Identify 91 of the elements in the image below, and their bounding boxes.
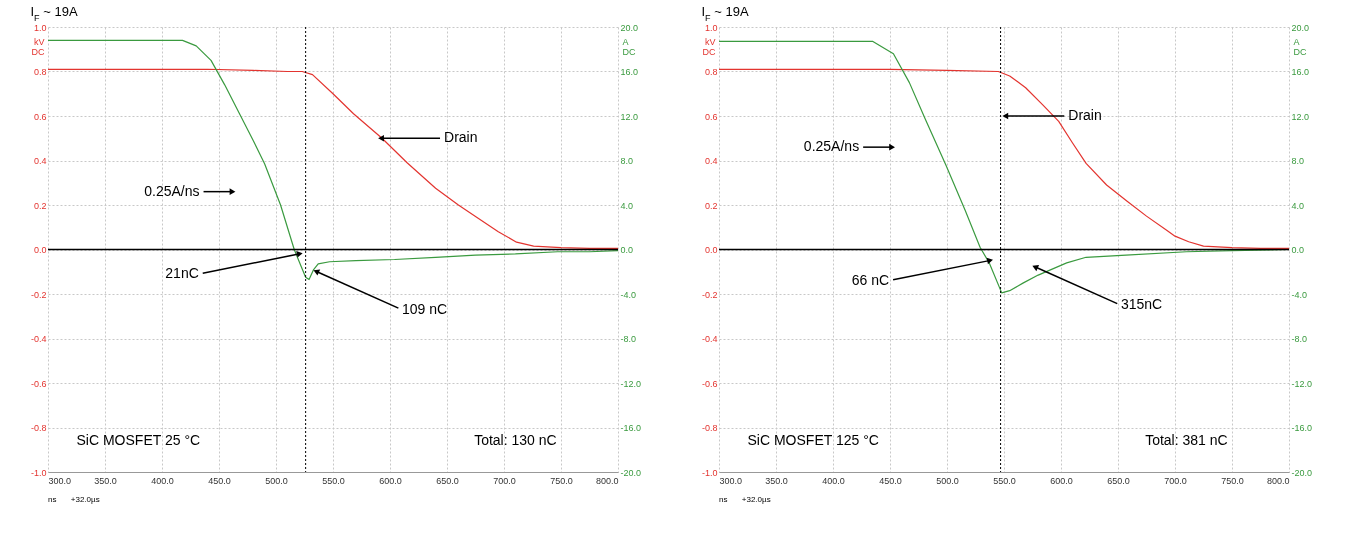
y-tick-label: -1.0 [30,467,47,478]
y-tick-label: 0.8 [704,67,718,77]
y-tick-label: 1.0 [33,22,47,33]
y2-tick-label: -20.0 [1291,467,1313,478]
line-series [47,68,619,249]
chart-title: I$_{F}$ ~ 19A [701,4,749,23]
x-tick-label: 750.0 [1221,475,1244,486]
x-tick-label: 450.0 [879,475,902,486]
x-tick-label: 450.0 [208,475,231,486]
annotation: 0.25A/ns [144,182,200,199]
x-tick-label: 350.0 [765,475,788,486]
x-tick-label: 500.0 [936,475,959,486]
annotation: 109 nC [402,300,448,317]
x-tick-label: 700.0 [1164,475,1187,486]
y-tick-label: 0.0 [33,245,47,255]
x-axis-title: ns [719,495,728,504]
y2-tick-label: 0.0 [620,245,634,255]
y2-axis-title: A DC [1293,36,1307,57]
text: +32.0µs [741,495,771,504]
y-tick-label: 0.6 [704,111,718,122]
x-tick-label: 550.0 [322,475,345,486]
line-series [47,39,619,281]
y2-tick-label: -16.0 [1291,423,1313,433]
x-tick-label: 300.0 [719,475,743,486]
y2-axis-title: A DC [622,36,636,57]
y2-tick-label: 20.0 [620,22,639,33]
y2-tick-label: 8.0 [620,156,634,166]
x-tick-label: 550.0 [993,475,1016,486]
x-tick-label: 400.0 [822,475,845,486]
x-tick-label: 800.0 [595,475,619,486]
y2-tick-label: 8.0 [1291,156,1305,166]
y-tick-label: 0.4 [33,156,47,166]
annotation: Drain [444,129,478,146]
annotation: 315nC [1120,296,1163,313]
x-tick-label: 800.0 [1266,475,1290,486]
y2-tick-label: -16.0 [620,423,642,433]
y2-tick-label: -4.0 [1291,289,1308,300]
y-tick-label: -0.2 [30,289,47,300]
y2-tick-label: 20.0 [1291,22,1310,33]
y2-tick-label: 4.0 [620,200,634,211]
y-tick-label: -0.8 [30,423,47,433]
x-tick-label: 600.0 [379,475,402,486]
x-tick-label: 700.0 [493,475,516,486]
y2-tick-label: 0.0 [1291,245,1305,255]
y-tick-label: -0.6 [701,378,718,389]
y2-tick-label: 16.0 [1291,67,1310,77]
y-tick-label: -1.0 [701,467,718,478]
y-tick-label: -0.4 [701,334,718,344]
y2-tick-label: 12.0 [1291,111,1310,122]
annotation: Total: 381 nC [1145,431,1228,448]
y-axis-title: kV DC [702,36,716,57]
x-tick-label: 600.0 [1050,475,1073,486]
y2-tick-label: 4.0 [1291,200,1305,211]
y-tick-label: -0.4 [30,334,47,344]
y-tick-label: 0.2 [33,200,47,211]
annotation: 21nC [165,264,199,281]
x-axis-title: ns [48,495,57,504]
annotation: 66 nC [851,271,890,288]
x-tick-label: 350.0 [94,475,117,486]
annotation: 0.25A/ns [803,138,860,155]
y2-tick-label: -12.0 [620,378,642,389]
y2-tick-label: -12.0 [1291,378,1313,389]
y-axis-title: kV DC [31,36,45,57]
annotation: Drain [1068,107,1102,123]
y2-tick-label: 12.0 [620,111,639,122]
y2-tick-label: 16.0 [620,67,639,77]
text: +32.0µs [70,495,100,504]
y-tick-label: 0.8 [33,67,47,77]
y2-tick-label: -8.0 [620,334,637,344]
y-tick-label: -0.6 [30,378,47,389]
y2-tick-label: -4.0 [620,289,637,300]
x-tick-label: 300.0 [48,475,72,486]
y-tick-label: 0.0 [704,245,718,255]
chart-title: I$_{F}$ ~ 19A [30,4,78,23]
x-tick-label: 750.0 [550,475,573,486]
y-tick-label: 1.0 [704,22,718,33]
y-tick-label: 0.6 [33,111,47,122]
annotation: Total: 130 nC [474,431,557,448]
y2-tick-label: -20.0 [620,467,642,478]
annotation: SiC MOSFET 25 °C [76,431,201,448]
x-tick-label: 650.0 [1107,475,1130,486]
y-tick-label: -0.8 [701,423,718,433]
annotation: SiC MOSFET 125 °C [747,431,879,448]
x-tick-label: 400.0 [151,475,174,486]
line-series [718,68,1290,249]
y-tick-label: 0.4 [704,156,718,166]
y-tick-label: -0.2 [701,289,718,300]
x-tick-label: 500.0 [265,475,288,486]
y2-tick-label: -8.0 [1291,334,1308,344]
y-tick-label: 0.2 [704,200,718,211]
x-tick-label: 650.0 [436,475,459,486]
